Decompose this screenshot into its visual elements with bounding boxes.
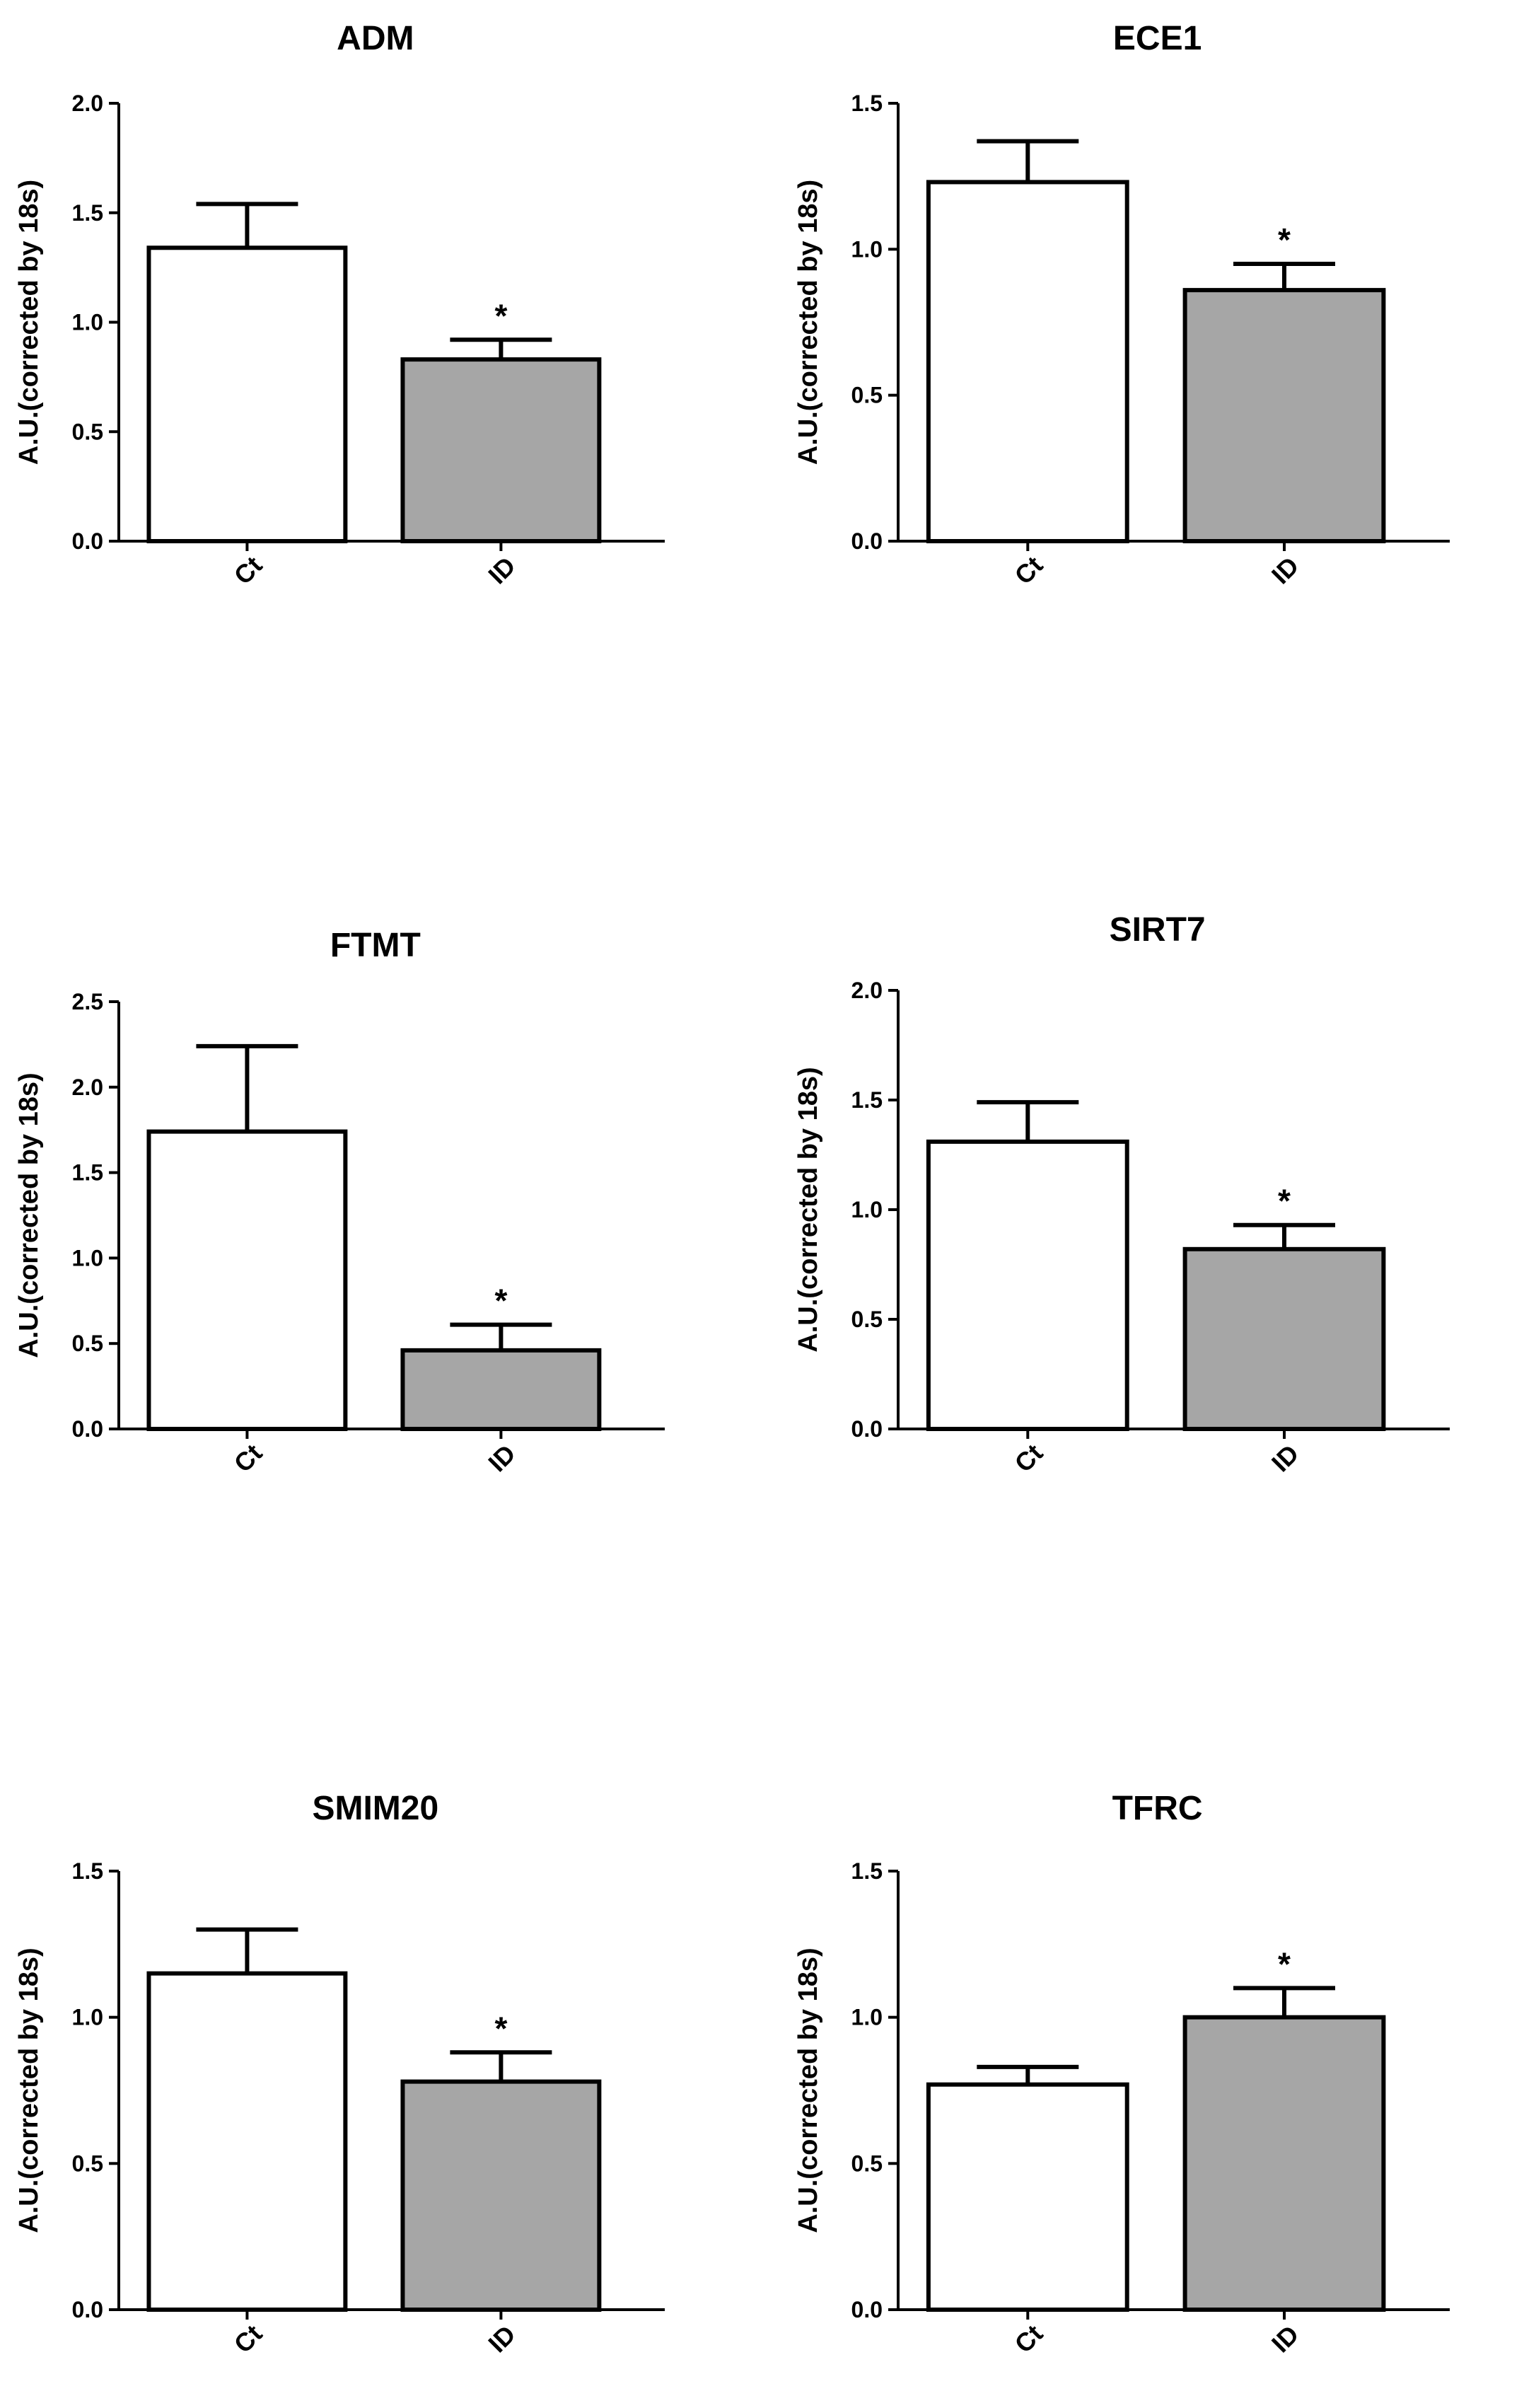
x-category-label: Ct xyxy=(228,1438,268,1478)
y-tick-label: 0.5 xyxy=(72,2151,103,2176)
y-axis-label: A.U.(corrected by 18s) xyxy=(14,1947,44,2233)
x-category-label: ID xyxy=(482,551,520,589)
y-tick-label: 0.5 xyxy=(851,1307,883,1332)
y-tick-label: 1.0 xyxy=(72,1245,103,1270)
chart-title: FTMT xyxy=(330,927,421,964)
bar-id xyxy=(400,357,602,543)
y-tick-label: 1.5 xyxy=(851,1087,883,1113)
chart-panel-sirt7: SIRT7 A.U.(corrected by 18s) 0.0 0.5 1.0 1.5 2… xyxy=(793,911,1450,1478)
y-tick-label: 0.5 xyxy=(851,383,883,408)
y-axis-label: A.U.(corrected by 18s) xyxy=(793,1947,823,2233)
chart-title: SMIM20 xyxy=(312,1790,438,1827)
x-category-label: ID xyxy=(1266,2320,1304,2358)
x-category-label: Ct xyxy=(1009,1438,1049,1478)
x-category-label: Ct xyxy=(228,2319,268,2358)
chart-panel-ftmt: FTMT A.U.(corrected by 18s) 0.0 0.5 1.0 1.5 2.… xyxy=(14,927,665,1478)
chart-title: SIRT7 xyxy=(1110,911,1206,949)
y-tick-label: 0.5 xyxy=(851,2151,883,2176)
x-category-label: Ct xyxy=(1009,550,1049,590)
bar-ct xyxy=(146,1971,348,2313)
y-tick-label: 2.0 xyxy=(72,1075,103,1100)
chart-title: ADM xyxy=(337,20,414,57)
y-axis-label: A.U.(corrected by 18s) xyxy=(14,1072,44,1358)
y-tick-label: 0.0 xyxy=(72,1416,103,1442)
significance-marker: * xyxy=(1278,1183,1291,1220)
x-category-label: ID xyxy=(1266,551,1304,589)
y-tick-label: 1.0 xyxy=(851,1197,883,1222)
bar-ct xyxy=(926,2082,1129,2313)
bar-ct xyxy=(926,1139,1129,1432)
y-tick-label: 0.0 xyxy=(851,1416,883,1442)
y-tick-label: 1.5 xyxy=(72,1858,103,1884)
x-category-label: ID xyxy=(482,2320,520,2358)
x-category-label: Ct xyxy=(228,550,268,590)
chart-panel-smim20: SMIM20 A.U.(corrected by 18s) 0.0 0.5 1.0 1.5… xyxy=(14,1790,665,2358)
bar-id xyxy=(1182,1246,1386,1432)
x-category-label: ID xyxy=(1266,1439,1304,1477)
y-tick-label: 1.5 xyxy=(851,91,883,116)
bar-ct xyxy=(926,180,1129,543)
y-tick-label: 1.0 xyxy=(72,2005,103,2030)
y-axis-label: A.U.(corrected by 18s) xyxy=(793,180,823,465)
y-tick-label: 2.0 xyxy=(851,978,883,1003)
significance-marker: * xyxy=(494,2010,507,2047)
bar-id xyxy=(400,2079,602,2313)
y-tick-label: 0.0 xyxy=(851,528,883,554)
bar-id xyxy=(1182,288,1386,543)
x-category-label: ID xyxy=(482,1439,520,1477)
y-tick-label: 1.0 xyxy=(851,2005,883,2030)
y-axis-label: A.U.(corrected by 18s) xyxy=(793,1067,823,1352)
significance-marker: * xyxy=(1278,1945,1291,1982)
significance-marker: * xyxy=(494,1283,507,1319)
bar-ct xyxy=(146,1129,348,1431)
y-tick-label: 0.0 xyxy=(72,528,103,554)
bar-id xyxy=(1182,2015,1386,2313)
significance-marker: * xyxy=(1278,221,1291,258)
chart-panel-tfrc: TFRC A.U.(corrected by 18s) 0.0 0.5 1.0 1.5 Ct… xyxy=(793,1790,1450,2358)
chart-title: TFRC xyxy=(1112,1790,1203,1827)
y-tick-label: 0.0 xyxy=(72,2297,103,2322)
y-tick-label: 1.5 xyxy=(72,1160,103,1186)
significance-marker: * xyxy=(494,297,507,334)
y-tick-label: 1.0 xyxy=(851,236,883,262)
y-tick-label: 1.0 xyxy=(72,310,103,335)
chart-panel-ece1: ECE1 A.U.(corrected by 18s) 0.0 0.5 1.0 1.5 Ct… xyxy=(793,20,1450,590)
y-tick-label: 0.5 xyxy=(72,1331,103,1356)
chart-title: ECE1 xyxy=(1113,20,1202,57)
chart-panel-adm: ADM A.U.(corrected by 18s) 0.0 0.5 1.0 1.5 2.0… xyxy=(14,20,665,590)
y-tick-label: 0.5 xyxy=(72,419,103,444)
bar-id xyxy=(400,1348,602,1432)
y-tick-label: 1.5 xyxy=(851,1858,883,1884)
bar-ct xyxy=(146,245,348,543)
y-tick-label: 2.5 xyxy=(72,989,103,1014)
y-tick-label: 0.0 xyxy=(851,2297,883,2322)
y-tick-label: 1.5 xyxy=(72,200,103,226)
y-tick-label: 2.0 xyxy=(72,91,103,116)
y-axis-label: A.U.(corrected by 18s) xyxy=(14,180,44,465)
x-category-label: Ct xyxy=(1009,2319,1049,2358)
